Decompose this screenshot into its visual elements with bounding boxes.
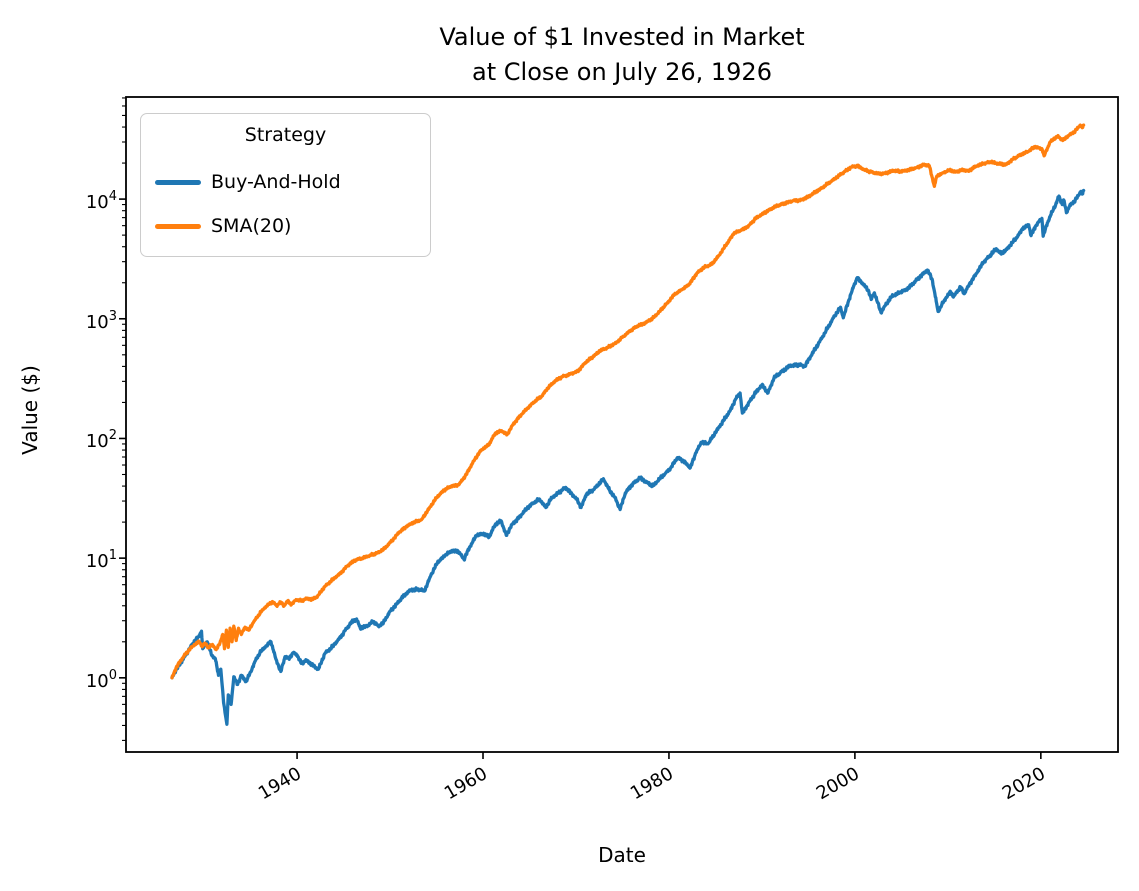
- legend-swatch-buy-and-hold-icon: [155, 179, 201, 185]
- y-tick-label: 104: [85, 189, 117, 214]
- series-line-buy-and-hold: [170, 188, 1086, 726]
- axes-frame: [125, 96, 1119, 753]
- chart-title-line2: at Close on July 26, 1926: [472, 58, 772, 86]
- legend-entry-buy-and-hold: Buy-And-Hold: [155, 160, 416, 204]
- chart-title: Value of $1 Invested in Market at Close …: [126, 20, 1118, 90]
- y-tick-label: 102: [85, 428, 117, 453]
- legend-swatch-sma-20-icon: [155, 223, 201, 229]
- legend-label-sma-20: SMA(20): [211, 215, 292, 237]
- y-axis-label: Value ($): [18, 365, 42, 455]
- legend-title: Strategy: [244, 124, 327, 146]
- y-tick-label: 103: [85, 308, 117, 333]
- chart-title-line1: Value of $1 Invested in Market: [439, 23, 805, 51]
- legend-label-buy-and-hold: Buy-And-Hold: [211, 171, 341, 193]
- y-tick-label: 100: [85, 667, 117, 692]
- series-line-sma-20-: [170, 123, 1086, 680]
- legend-entry-sma-20: SMA(20): [155, 204, 416, 248]
- x-axis-label: Date: [598, 843, 646, 867]
- legend: Strategy Buy-And-Hold SMA(20): [140, 113, 431, 257]
- y-tick-label: 101: [85, 548, 117, 573]
